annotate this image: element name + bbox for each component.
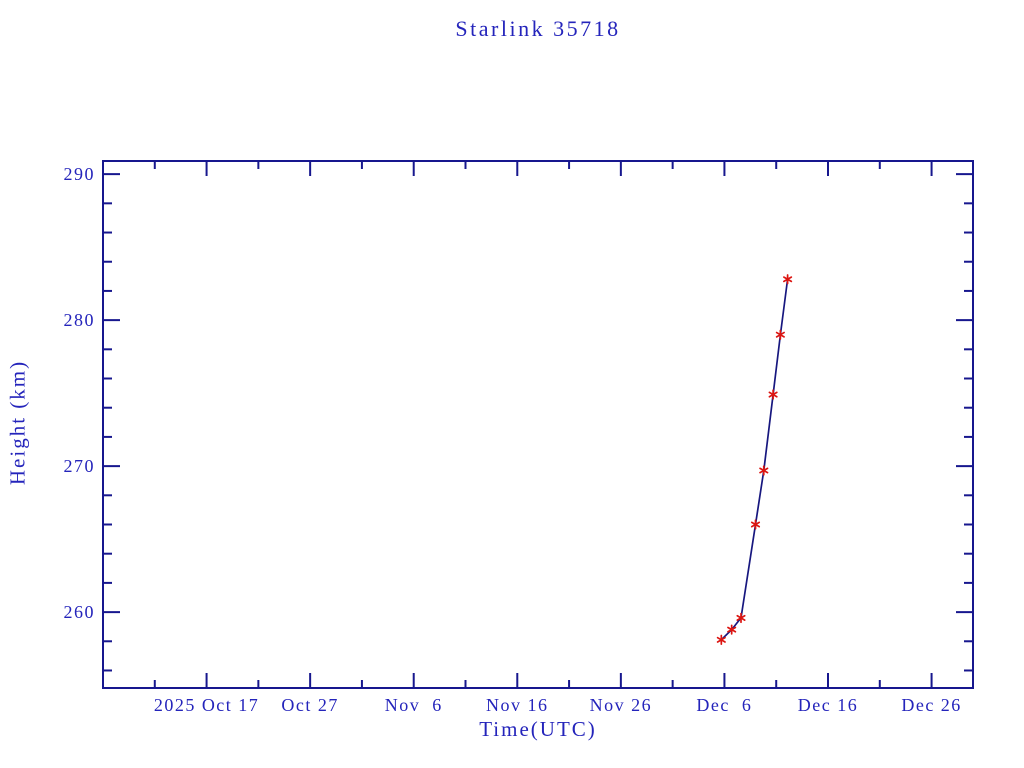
data-point-marker — [750, 519, 761, 530]
plot-frame — [102, 160, 974, 689]
y-tick-label: 270 — [64, 456, 96, 476]
data-point-marker — [727, 624, 737, 635]
x-tick-label: Nov 16 — [486, 695, 549, 715]
data-point-marker — [759, 465, 769, 476]
marker-stroke — [736, 614, 746, 621]
y-tick-label: 260 — [64, 602, 96, 622]
y-tick-label: 290 — [64, 164, 96, 184]
marker-stroke — [727, 626, 737, 633]
x-axis-title: Time(UTC) — [479, 717, 597, 741]
data-point-marker — [783, 274, 793, 285]
marker-stroke — [783, 276, 793, 283]
marker-stroke — [775, 331, 785, 338]
marker-stroke — [716, 636, 726, 643]
data-point-marker — [768, 389, 778, 400]
x-tick-label: Nov 26 — [590, 695, 653, 715]
x-tick-label: Dec 26 — [901, 695, 961, 715]
y-tick-label: 280 — [64, 310, 96, 330]
chart-title: Starlink 35718 — [455, 16, 621, 41]
x-tick-label: Dec 6 — [696, 695, 752, 715]
marker-stroke — [750, 521, 761, 528]
marker-stroke — [759, 467, 769, 474]
x-tick-label: Nov 6 — [385, 695, 443, 715]
height-series-line — [720, 279, 789, 641]
x-tick-label: 2025 Oct 17 — [154, 695, 260, 715]
data-point-marker — [775, 329, 785, 340]
data-point-marker — [736, 612, 746, 624]
x-tick-label: Dec 16 — [798, 695, 858, 715]
data-point-marker — [716, 634, 726, 645]
x-tick-label: Oct 27 — [281, 695, 339, 715]
marker-stroke — [768, 391, 778, 398]
